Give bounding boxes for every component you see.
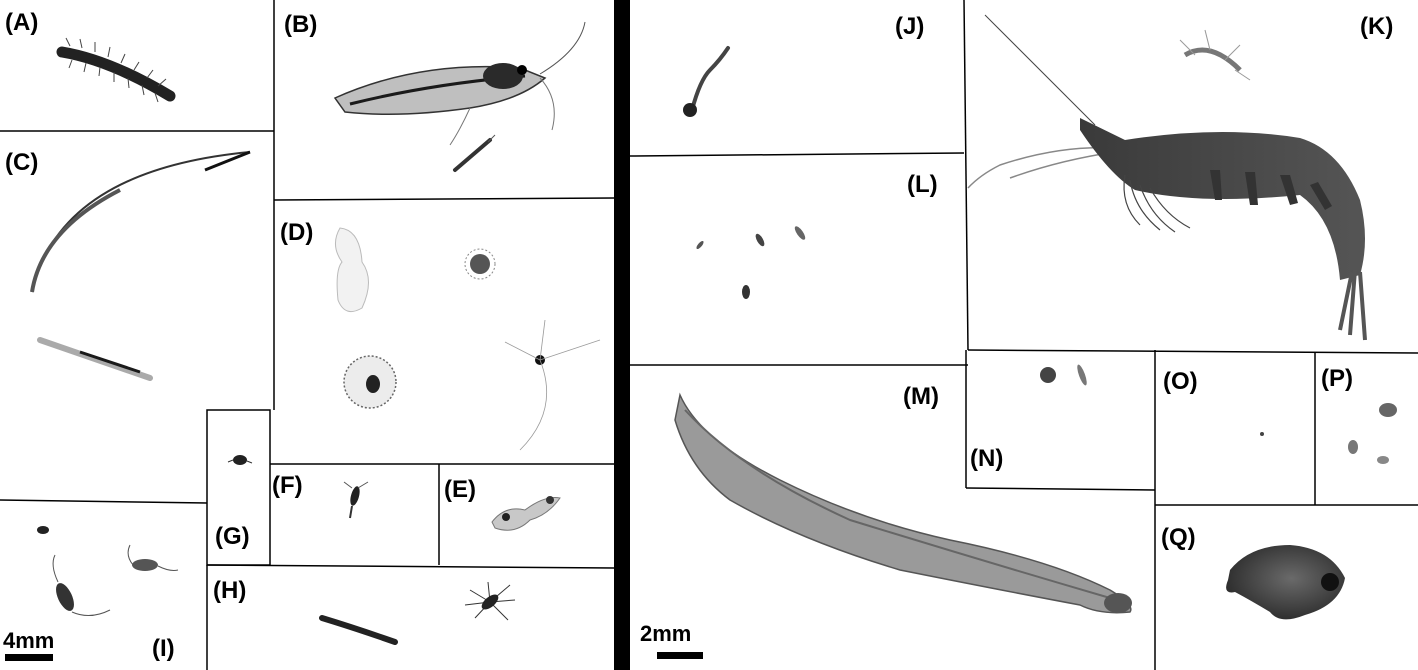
panel-label-g: (G)	[215, 523, 250, 550]
specimen-g	[227, 455, 253, 465]
panel-label-o: (O)	[1163, 368, 1198, 395]
panel-label-j: (J)	[895, 13, 924, 40]
scale-bar-left-label: 4mm	[3, 628, 54, 653]
panel-label-b: (B)	[284, 11, 317, 38]
specimen-j	[683, 46, 730, 117]
right-panel-borders	[629, 0, 1418, 670]
panel-label-i: (I)	[152, 635, 175, 662]
specimen-b-larva	[333, 21, 586, 172]
panel-labels: (A) (B) (C) (D) (E) (F) (G) (H) (I) (J) …	[5, 9, 1393, 662]
panel-label-k: (K)	[1360, 13, 1393, 40]
panel-label-n: (N)	[970, 445, 1003, 472]
specimen-l-copepods	[696, 226, 806, 299]
specimen-k-shrimp	[967, 14, 1367, 341]
panel-label-a: (A)	[5, 9, 38, 36]
panel-label-q: (Q)	[1161, 524, 1196, 551]
center-divider	[614, 0, 630, 670]
panel-label-e: (E)	[444, 476, 476, 503]
specimen-o	[1260, 432, 1264, 436]
panel-label-l: (L)	[907, 171, 938, 198]
scale-bar-right-label: 2mm	[640, 621, 691, 646]
panel-label-m: (M)	[903, 383, 939, 410]
specimen-e-larva	[491, 496, 561, 531]
panel-label-c: (C)	[5, 149, 38, 176]
specimen-q-fish	[1226, 545, 1345, 620]
specimen-n	[1040, 364, 1087, 386]
specimen-m-salp	[674, 392, 1132, 614]
panel-label-h: (H)	[213, 577, 246, 604]
specimen-d-radiolarians	[335, 227, 601, 451]
specimen-h	[319, 581, 516, 645]
panel-label-d: (D)	[280, 219, 313, 246]
scale-bar-right: 2mm	[640, 621, 703, 659]
specimen-a-worm	[56, 37, 176, 103]
panel-label-f: (F)	[272, 472, 303, 499]
specimen-f-copepod	[343, 481, 369, 519]
left-panel-borders	[0, 0, 615, 670]
specimen-p	[1348, 403, 1397, 464]
panel-label-p: (P)	[1321, 365, 1353, 392]
specimen-i-copepods	[37, 526, 179, 616]
specimen-c-arrow-worms	[30, 150, 251, 381]
scale-bar-left: 4mm	[3, 628, 54, 661]
